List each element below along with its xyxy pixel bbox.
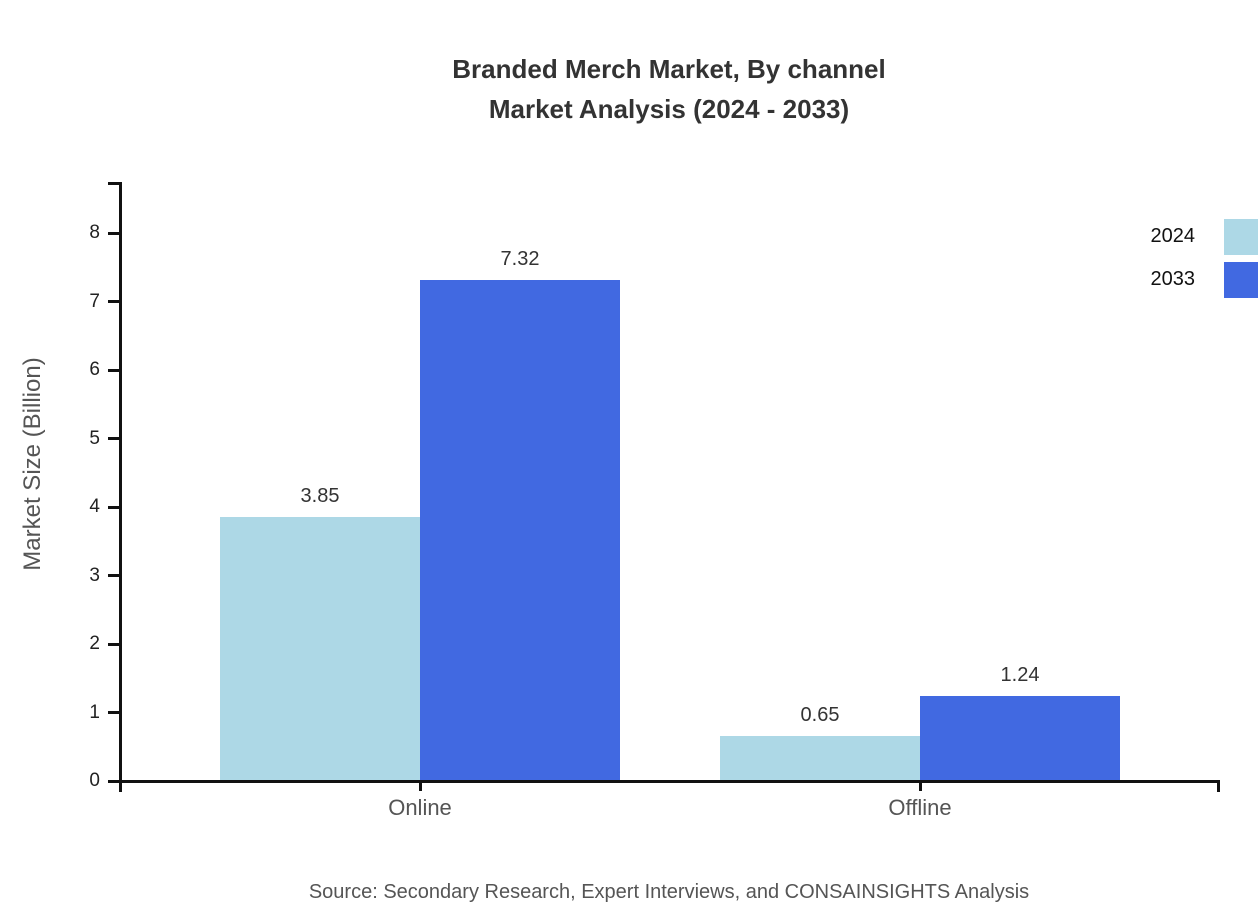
chart-title-line2: Market Analysis (2024 - 2033) [488, 94, 850, 124]
bar-2024-offline [720, 736, 920, 781]
y-axis-label: Market Size (Billion) [19, 357, 46, 571]
bar-2024-online [220, 517, 420, 781]
y-axis-line [118, 182, 122, 792]
legend-swatch-2024 [1224, 219, 1258, 255]
chart-title: Branded Merch Market, By channel Market … [118, 49, 1220, 129]
bar-value-label: 1.24 [1000, 664, 1040, 687]
legend-swatch-2033 [1224, 262, 1258, 298]
bar-2033-online [420, 279, 620, 781]
y-tick-label: 6 [89, 359, 100, 380]
y-tick-label: 5 [89, 427, 100, 449]
x-axis-line [108, 779, 1220, 783]
source-note: Source: Secondary Research, Expert Inter… [308, 881, 1030, 903]
y-tick-label: 4 [89, 496, 100, 517]
x-tick-mark [418, 781, 422, 791]
legend-label-2033: 2033 [1150, 268, 1196, 290]
x-tick-mark [918, 781, 922, 791]
bar-value-label: 7.32 [500, 247, 540, 270]
y-tick-mark [108, 231, 120, 235]
legend-label-2024: 2024 [1150, 225, 1196, 247]
y-tick-mark [108, 574, 120, 577]
bar-2033-offline [920, 696, 1120, 781]
y-tick-label: 1 [89, 701, 100, 723]
bar-value-label: 3.85 [300, 485, 340, 508]
x-tick-label-offline: Offline [888, 795, 952, 820]
x-tick-label-online: Online [388, 795, 452, 820]
y-tick-mark [108, 642, 120, 646]
y-tick-label: 3 [89, 564, 100, 586]
chart-title-line1: Branded Merch Market, By channel [452, 54, 886, 84]
y-tick-mark [108, 368, 120, 372]
y-tick-mark [108, 505, 120, 509]
y-tick-label: 0 [89, 770, 100, 791]
y-tick-mark [108, 437, 120, 440]
y-tick-label: 7 [89, 290, 100, 312]
x-axis-right-cap [1217, 781, 1220, 792]
y-tick-mark [108, 711, 120, 714]
bar-value-label: 0.65 [800, 704, 840, 727]
y-axis-top-cap [108, 182, 120, 185]
y-tick-mark [108, 300, 120, 303]
y-tick-label: 2 [89, 633, 100, 654]
y-tick-label: 8 [89, 222, 100, 243]
